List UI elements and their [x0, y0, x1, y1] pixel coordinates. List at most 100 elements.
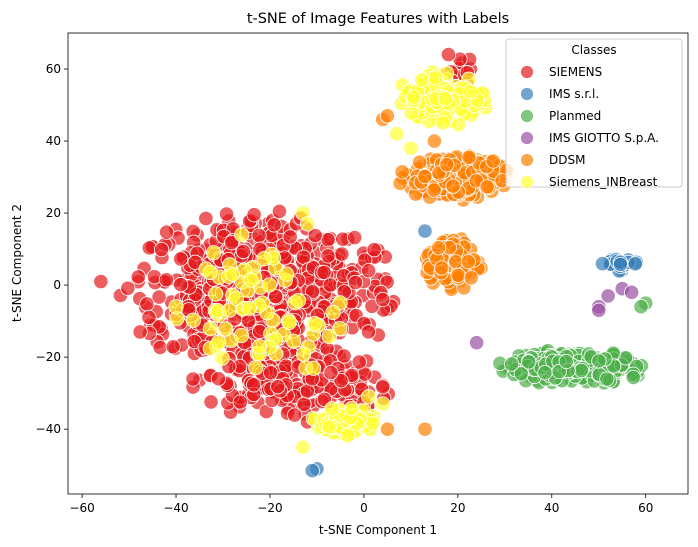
y-tick-label: −20: [36, 350, 61, 364]
x-axis-label: t-SNE Component 1: [319, 523, 437, 537]
legend-marker: [520, 153, 534, 167]
data-point: [198, 210, 214, 227]
data-point: [403, 140, 419, 156]
data-point: [210, 371, 227, 387]
data-point: [375, 396, 391, 412]
data-point: [248, 360, 264, 376]
data-point: [417, 223, 433, 239]
data-point: [202, 321, 219, 337]
plot-frame: [67, 32, 689, 495]
data-point: [173, 251, 189, 267]
data-point: [251, 227, 267, 244]
data-point: [307, 316, 323, 332]
data-point: [287, 407, 303, 423]
x-tick-label: −20: [257, 501, 282, 515]
data-point: [282, 229, 298, 245]
data-point: [591, 353, 607, 369]
data-point: [513, 366, 529, 382]
data-point: [120, 280, 136, 296]
data-point: [351, 354, 367, 370]
data-point: [361, 389, 377, 405]
data-point: [417, 421, 433, 437]
data-point: [218, 206, 235, 222]
data-point: [403, 105, 419, 121]
data-point: [185, 312, 201, 328]
data-point: [202, 264, 218, 280]
data-point: [268, 289, 284, 305]
data-point: [316, 264, 332, 281]
x-tick-label: 20: [450, 501, 465, 515]
legend-label: Planmed: [549, 109, 601, 123]
x-tick-label: 0: [360, 501, 368, 515]
data-point: [233, 327, 250, 344]
data-point: [445, 178, 461, 194]
data-point: [185, 371, 201, 387]
data-point: [435, 115, 451, 131]
data-point: [612, 256, 629, 273]
data-point: [278, 266, 295, 282]
data-point: [451, 117, 467, 133]
data-point: [322, 277, 338, 293]
data-point: [93, 273, 109, 290]
data-point: [295, 439, 311, 455]
x-tick-label: −60: [69, 501, 94, 515]
y-tick-label: 20: [46, 206, 61, 220]
data-point: [364, 298, 380, 314]
data-point: [256, 251, 272, 267]
data-point: [340, 428, 356, 444]
data-point: [235, 243, 251, 260]
data-point: [439, 157, 455, 173]
data-point: [203, 394, 219, 410]
data-point: [394, 164, 410, 180]
data-point: [594, 256, 611, 272]
data-point: [462, 84, 478, 100]
data-point: [168, 299, 184, 315]
data-point: [158, 224, 175, 240]
data-point: [324, 401, 340, 417]
data-point: [241, 300, 257, 316]
data-point: [347, 274, 364, 291]
legend-marker: [520, 175, 534, 189]
data-point: [158, 272, 175, 288]
data-point: [360, 324, 377, 340]
data-point: [332, 321, 348, 337]
data-point: [281, 314, 297, 331]
legend-label: DDSM: [549, 153, 585, 167]
data-point: [304, 284, 321, 300]
data-point: [290, 292, 307, 309]
data-point: [173, 277, 189, 293]
data-point: [434, 260, 450, 276]
data-point: [437, 91, 453, 107]
series-4: [375, 108, 515, 437]
data-point: [361, 263, 377, 279]
data-point: [320, 248, 336, 264]
data-point: [221, 302, 237, 318]
data-point: [218, 321, 234, 337]
legend-label: Siemens_INBreast: [549, 175, 658, 189]
data-point: [591, 302, 607, 318]
data-point: [325, 304, 341, 321]
y-tick-label: −40: [36, 422, 61, 436]
data-point: [633, 299, 649, 315]
data-point: [440, 47, 457, 63]
data-point: [463, 270, 479, 286]
data-point: [246, 207, 262, 223]
data-point: [417, 168, 433, 185]
data-point: [600, 288, 616, 304]
data-point: [321, 419, 337, 435]
data-point: [427, 70, 443, 86]
data-point: [165, 339, 181, 355]
data-point: [214, 350, 230, 366]
data-point: [333, 373, 349, 389]
data-point: [450, 267, 466, 283]
y-tick-label: 40: [46, 134, 61, 148]
data-point: [304, 462, 320, 479]
y-tick-label: 0: [53, 278, 61, 292]
series-1: [304, 223, 644, 479]
data-point: [153, 241, 170, 258]
data-point: [208, 286, 224, 302]
points-layer: [93, 47, 654, 479]
data-point: [461, 149, 477, 166]
x-tick-label: 40: [544, 501, 559, 515]
